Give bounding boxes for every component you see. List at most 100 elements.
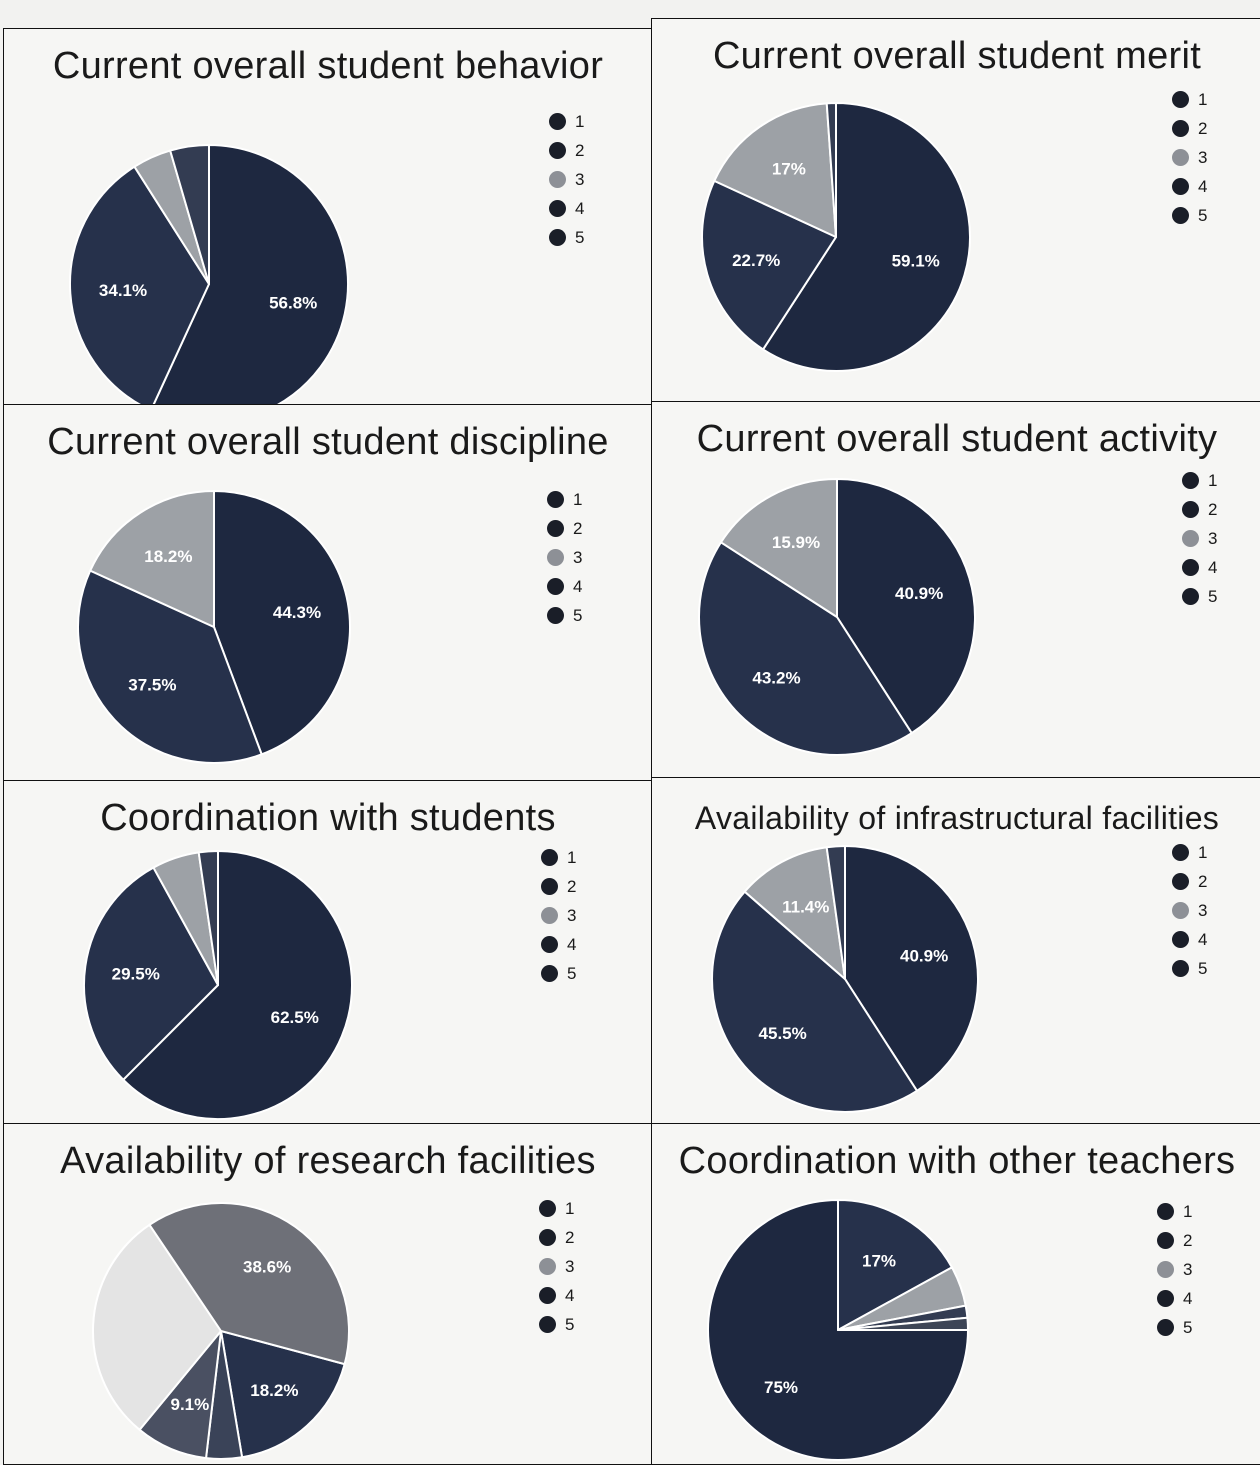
legend-item-1: 1 (1157, 1197, 1192, 1226)
pie-chart-student-activity: 40.9% 43.2% 15.9% (698, 478, 976, 756)
legend-label: 1 (567, 847, 577, 867)
legend: 1 2 3 4 5 (547, 485, 582, 630)
legend-label: 2 (1198, 118, 1208, 138)
pie-slice-3 (743, 846, 846, 980)
legend-label: 5 (573, 605, 583, 625)
legend-marker (1172, 149, 1189, 166)
legend-label: 5 (1198, 205, 1208, 225)
legend-item-2: 2 (1182, 495, 1217, 524)
legend-label: 1 (1208, 470, 1218, 490)
legend-item-4: 4 (541, 930, 576, 959)
legend: 1 2 3 4 5 (1172, 838, 1207, 983)
legend-item-3: 3 (1157, 1255, 1192, 1284)
legend-item-4: 4 (1157, 1284, 1192, 1313)
legend-marker (1182, 501, 1199, 518)
legend: 1 2 3 4 5 (549, 107, 584, 252)
legend-label: 5 (567, 963, 577, 983)
legend-marker (541, 965, 558, 982)
legend-item-2: 2 (549, 136, 584, 165)
pie-chart-student-merit: 59.1% 22.7% 17% (701, 102, 971, 372)
legend-label: 1 (573, 489, 583, 509)
legend-item-5: 5 (547, 601, 582, 630)
slice-label-2: 34.1% (99, 281, 147, 300)
pie-slice-5 (837, 1316, 969, 1331)
legend-label: 2 (567, 876, 577, 896)
legend-marker (541, 878, 558, 895)
legend-label: 5 (575, 227, 585, 247)
pie-chart-coordination-teachers: 75% 17% (707, 1199, 969, 1461)
legend-item-3: 3 (1182, 524, 1217, 553)
legend-marker (1172, 902, 1189, 919)
chart-panel-coordination-teachers: Coordination with other teachers 75% 17% … (651, 1123, 1260, 1465)
slice-label-2: 37.5% (128, 676, 176, 695)
pie-slice-4 (825, 102, 837, 238)
pie-slice-1 (213, 490, 352, 756)
legend-item-2: 2 (539, 1223, 574, 1252)
legend-item-2: 2 (1172, 867, 1207, 896)
slice-label-1: 56.8% (269, 293, 317, 312)
legend-item-1: 1 (547, 485, 582, 514)
chart-title: Coordination with students (100, 797, 556, 839)
legend-marker (549, 113, 566, 130)
legend-item-5: 5 (1157, 1313, 1192, 1342)
legend-marker (1172, 873, 1189, 890)
chart-title: Availability of infrastructural faciliti… (694, 800, 1220, 836)
legend-label: 1 (1198, 842, 1208, 862)
slice-label-1: 40.9% (895, 584, 943, 603)
legend-marker (1172, 844, 1189, 861)
legend-item-1: 1 (541, 843, 576, 872)
slice-label-2: 17% (862, 1252, 896, 1271)
legend-item-3: 3 (1172, 896, 1207, 925)
chart-panel-research-facilities: Availability of research facilities 18.2… (3, 1123, 653, 1465)
pie-slice-3 (89, 490, 215, 628)
legend-label: 2 (565, 1227, 575, 1247)
legend-label: 3 (1183, 1259, 1193, 1279)
legend-label: 3 (575, 169, 585, 189)
chart-panel-infrastructural-facilities: Availability of infrastructural faciliti… (651, 777, 1260, 1125)
slice-label-1: 75% (764, 1378, 798, 1397)
pie-slice-4 (825, 845, 846, 980)
legend-marker (549, 171, 566, 188)
legend-label: 4 (573, 576, 583, 596)
pie-slice-3 (719, 478, 838, 618)
legend-marker (547, 607, 564, 624)
legend-marker (1172, 207, 1189, 224)
legend-label: 3 (1198, 147, 1208, 167)
chart-panel-student-discipline: Current overall student discipline 44.3%… (3, 404, 653, 782)
legend-item-5: 5 (1182, 582, 1217, 611)
legend-marker (541, 907, 558, 924)
chart-title: Current overall student activity (696, 418, 1218, 460)
legend-item-4: 4 (539, 1281, 574, 1310)
pie-chart-research-facilities: 18.2% 9.1% 38.6% (92, 1202, 350, 1460)
slice-label-2: 29.5% (112, 964, 160, 983)
legend-item-3: 3 (539, 1252, 574, 1281)
legend-marker (549, 142, 566, 159)
pie-slice-4 (92, 1223, 222, 1431)
pie-slice-2 (698, 541, 913, 756)
slice-label-1: 18.2% (250, 1381, 298, 1400)
legend: 1 2 3 4 5 (1182, 466, 1217, 611)
legend-item-1: 1 (549, 107, 584, 136)
legend-label: 4 (1183, 1288, 1193, 1308)
legend-item-4: 4 (547, 572, 582, 601)
legend-item-3: 3 (541, 901, 576, 930)
pie-slice-2 (83, 866, 219, 1081)
legend-label: 1 (1198, 89, 1208, 109)
legend-marker (1182, 559, 1199, 576)
legend: 1 2 3 4 5 (539, 1194, 574, 1339)
pie-chart-coordination-students: 62.5% 29.5% (83, 850, 353, 1120)
pie-slice-1 (152, 144, 349, 405)
chart-title: Current overall student discipline (47, 421, 609, 463)
legend-item-5: 5 (549, 223, 584, 252)
legend-marker (539, 1287, 556, 1304)
slice-label-3: 11.4% (782, 897, 829, 916)
legend-item-5: 5 (539, 1310, 574, 1339)
pie-chart-student-discipline: 44.3% 37.5% 18.2% (77, 490, 352, 764)
legend-item-5: 5 (541, 959, 576, 988)
legend-label: 5 (1183, 1317, 1193, 1337)
slice-label-1: 62.5% (271, 1008, 319, 1027)
legend-marker (1182, 472, 1199, 489)
legend-marker (1157, 1232, 1174, 1249)
pie-slice-2 (69, 165, 210, 405)
legend-label: 1 (565, 1198, 575, 1218)
